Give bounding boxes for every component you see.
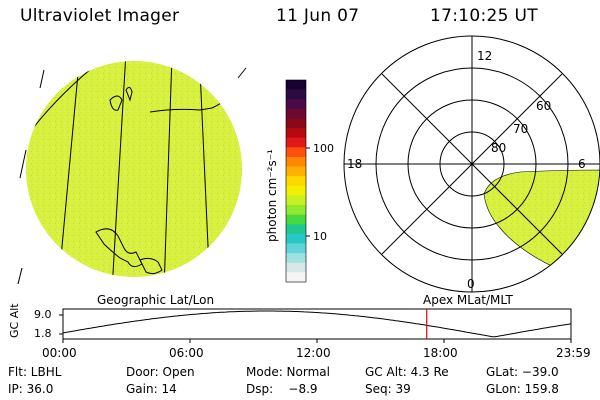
colorbar-swatch [286,185,306,196]
mode-info: Mode: Normal [246,365,330,379]
colorbar-swatch [286,176,306,187]
geographic-lat-lon-label: Geographic Lat/Lon [97,293,215,307]
colorbar-swatch [286,89,306,100]
time-tick-2359: 23:59 [556,346,591,360]
colorbar-swatch [286,156,306,168]
time-tick-0600: 06:00 [169,346,204,360]
colorbar-swatch [286,262,306,273]
apex-mlat-mlt-label: Apex MLat/MLT [423,293,513,307]
colorbar-swatch [286,233,306,245]
polar-plot: 12 18 6 0 60 70 80 [343,35,600,293]
colorbar-swatch [286,253,306,264]
time-label: 17:10:25 UT [430,6,538,26]
mlat-label-80: 80 [491,141,506,155]
ip-info: IP: 36.0 [8,382,54,396]
filter-info: Flt: LBHL [8,365,62,379]
gc-alt-info: GC Alt: 4.3 Re [365,365,449,379]
glon-info: GLon: 159.8 [486,382,559,396]
colorbar-swatch [286,99,306,110]
colorbar-swatch [286,214,306,225]
door-info: Door: Open [126,365,195,379]
colorbar-swatch [286,147,306,158]
gc-alt-axis-label: GC Alt [8,303,21,338]
time-tick-0000: 00:00 [42,346,77,360]
colorbar-tick-10: 10 [313,230,327,243]
alt-tick-9: 9.0 [34,308,52,321]
glat-info: GLat: −39.0 [486,365,559,379]
alt-tick-1-8: 1.8 [34,327,52,340]
colorbar-axis [306,147,310,237]
colorbar-swatch [286,166,306,177]
colorbar-swatch [286,80,306,91]
mlat-label-70: 70 [513,122,528,136]
mlat-label-60: 60 [536,99,551,113]
earth-image [17,61,247,285]
colorbar-swatch [286,137,306,148]
colorbar-swatch [286,128,306,139]
time-tick-1200: 12:00 [296,346,331,360]
app-title: Ultraviolet Imager [20,6,180,26]
colorbar-unit-label: photon cm⁻²s⁻¹ [265,149,279,242]
mlt-label-18: 18 [347,157,362,171]
colorbar-swatch [286,243,306,254]
colorbar-swatch [286,224,306,235]
colorbar-swatch [286,108,306,119]
date-label: 11 Jun 07 [276,6,360,26]
intensity-colorbar [285,79,307,283]
colorbar-swatch [286,118,306,129]
mlt-label-12: 12 [477,49,492,63]
aurora-oval [483,169,600,292]
dsp-info: Dsp: −8.9 [246,382,318,396]
colorbar-swatch [286,195,306,206]
orbit-timeline [59,308,572,343]
time-tick-1800: 18:00 [423,346,458,360]
colorbar-tick-100: 100 [313,142,334,155]
mlt-label-6: 6 [578,157,586,171]
seq-info: Seq: 39 [365,382,411,396]
colorbar-swatch [286,205,306,216]
gain-info: Gain: 14 [126,382,177,396]
mlt-label-0: 0 [467,277,475,291]
colorbar-swatch [286,272,306,283]
